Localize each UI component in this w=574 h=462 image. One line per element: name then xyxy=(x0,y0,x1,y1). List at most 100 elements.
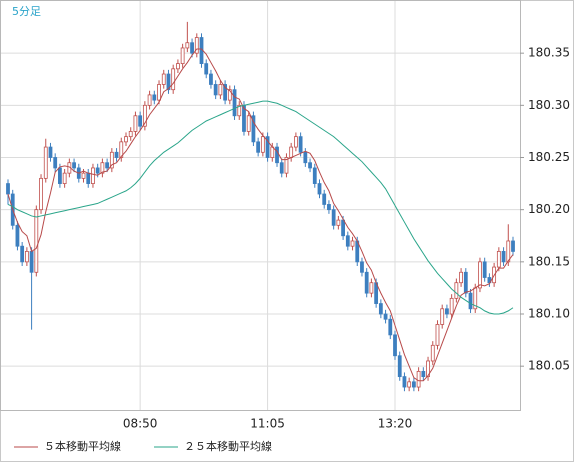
candle-body xyxy=(81,172,86,179)
candle-body xyxy=(369,282,374,294)
candle-body xyxy=(194,37,199,54)
candle-body xyxy=(109,151,114,169)
candle-body xyxy=(53,157,58,169)
candle-body xyxy=(171,68,176,91)
candle-body xyxy=(284,157,289,174)
candle-body xyxy=(360,261,364,273)
candle-body xyxy=(95,167,100,174)
y-tick-label: 180.30 xyxy=(528,98,570,112)
y-tick-label: 180.25 xyxy=(528,150,570,164)
candle-body xyxy=(331,209,336,226)
candle-body xyxy=(227,89,232,101)
candle-body xyxy=(232,89,237,117)
candle-body xyxy=(336,219,341,226)
candle-body xyxy=(114,151,119,158)
candle-body xyxy=(147,94,152,106)
candle-body xyxy=(256,141,261,153)
y-tick-label: 180.05 xyxy=(528,359,570,373)
candle-body xyxy=(142,104,147,127)
legend-label: ５本移動平均線 xyxy=(44,439,121,453)
candle-body xyxy=(397,355,402,378)
candle-body xyxy=(463,271,468,294)
candle-body xyxy=(350,240,355,247)
ma-line xyxy=(7,100,514,315)
candle-body xyxy=(166,73,171,91)
candle-body xyxy=(345,235,350,247)
candle-body xyxy=(402,376,407,388)
candle-body xyxy=(303,151,308,164)
candle-body xyxy=(449,297,454,315)
candle-body xyxy=(157,84,161,101)
candle-body xyxy=(383,313,388,320)
candle-body xyxy=(496,251,501,268)
candle-body xyxy=(180,47,185,65)
candle-body xyxy=(308,162,312,169)
candle-body xyxy=(86,172,91,184)
legend-label: ２５本移動平均線 xyxy=(184,439,272,453)
plot-area xyxy=(0,0,521,411)
candle-body xyxy=(511,240,515,252)
candle-body xyxy=(411,381,416,388)
ma-line xyxy=(7,48,514,382)
x-tick-label: 13:20 xyxy=(378,417,413,431)
candle-body xyxy=(293,136,298,148)
candle-body xyxy=(161,73,166,85)
candle-body xyxy=(416,370,421,388)
candle-body xyxy=(275,146,279,164)
candle-body xyxy=(133,115,138,132)
candle-body xyxy=(6,183,10,195)
candle-body xyxy=(185,42,190,49)
candle-body xyxy=(152,94,157,101)
candle-body xyxy=(393,334,397,357)
candle-body xyxy=(72,162,76,169)
candle-body xyxy=(317,183,322,195)
candle-body xyxy=(20,245,25,263)
candle-body xyxy=(260,136,265,153)
candle-body xyxy=(426,360,430,378)
candle-body xyxy=(24,251,29,263)
candle-body xyxy=(34,209,39,273)
candle-body xyxy=(237,104,242,117)
candle-body xyxy=(478,261,482,289)
x-tick-label: 11:05 xyxy=(250,417,285,431)
candle-body xyxy=(204,63,209,75)
candle-body xyxy=(223,84,228,101)
candle-body xyxy=(15,224,20,247)
candle-body xyxy=(124,136,128,143)
y-tick-label: 180.10 xyxy=(528,307,570,321)
candle-body xyxy=(482,261,487,278)
candle-body xyxy=(105,162,110,169)
candle-body xyxy=(218,84,223,96)
candle-body xyxy=(119,141,124,158)
candle-body xyxy=(265,136,270,158)
candle-body xyxy=(459,271,463,284)
candle-body xyxy=(128,131,133,138)
candle-body xyxy=(39,177,43,211)
candle-body xyxy=(506,240,511,263)
candle-body xyxy=(251,115,256,143)
x-tick-label: 08:50 xyxy=(123,417,158,431)
candle-body xyxy=(246,115,251,132)
candle-body xyxy=(138,115,143,127)
candle-body xyxy=(209,73,213,85)
candle-body xyxy=(298,136,303,153)
candle-body xyxy=(43,146,48,179)
candle-body xyxy=(440,308,445,325)
candle-body xyxy=(289,146,294,158)
candle-body xyxy=(421,370,426,378)
candle-body xyxy=(378,303,383,315)
candle-body xyxy=(322,193,327,205)
candle-body xyxy=(190,42,194,54)
candle-body xyxy=(327,204,331,211)
candle-body xyxy=(430,344,435,362)
candle-body xyxy=(407,381,412,388)
candle-body xyxy=(364,271,369,294)
candle-body xyxy=(501,251,506,263)
candle-body xyxy=(388,318,393,336)
candle-body xyxy=(62,172,67,184)
candle-body xyxy=(312,167,317,184)
y-tick-label: 180.35 xyxy=(528,46,570,60)
candle-body xyxy=(341,219,345,237)
